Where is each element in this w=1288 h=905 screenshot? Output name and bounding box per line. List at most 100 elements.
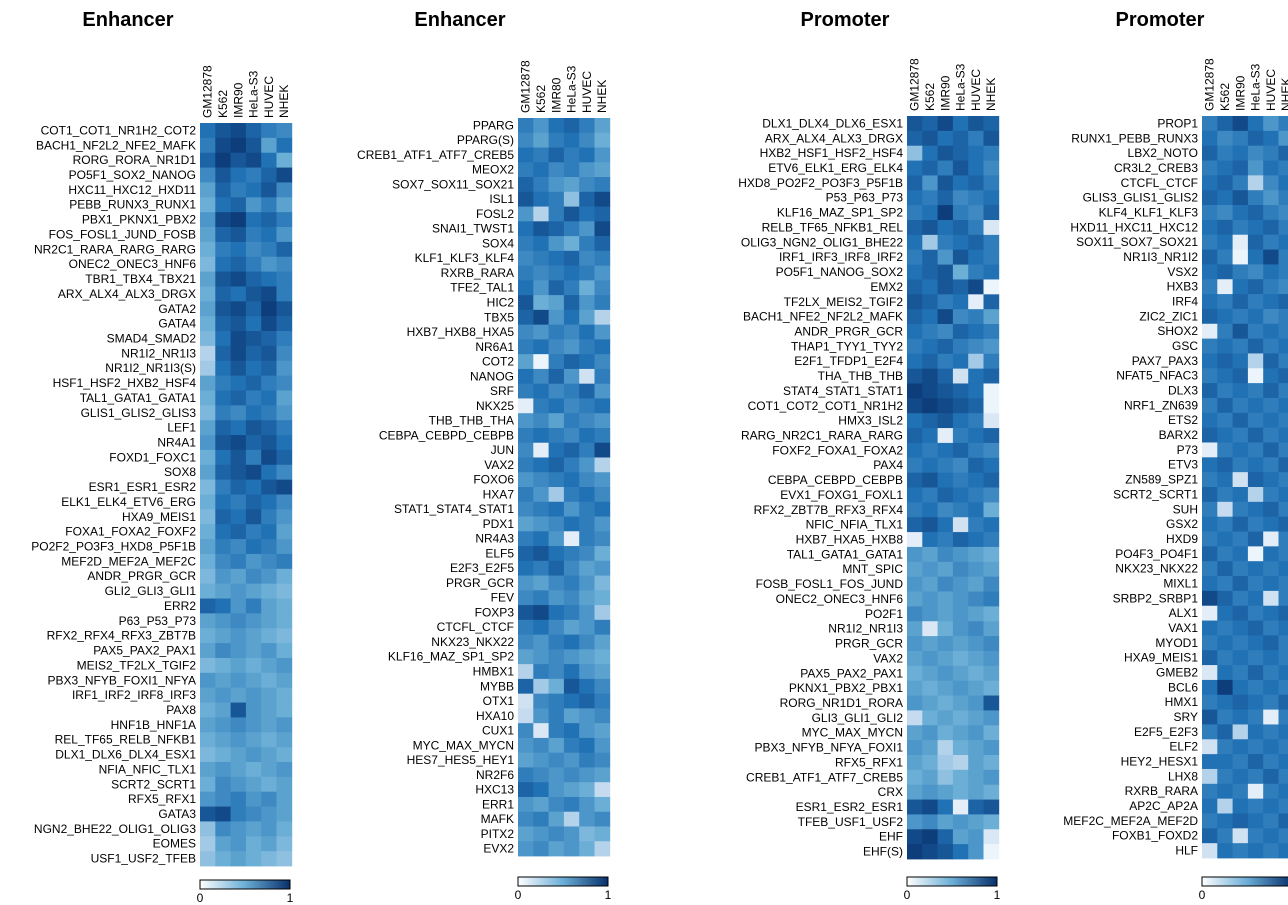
heatmap-cell: [1278, 294, 1288, 310]
heatmap-cell: [907, 487, 923, 503]
heatmap-cell: [922, 398, 938, 414]
heatmap-cell: [1232, 383, 1249, 399]
heatmap-cell: [983, 145, 1000, 161]
heatmap-cell: [1263, 294, 1279, 310]
row-label: SCRT2_SCRT1: [111, 777, 196, 791]
heatmap-cell: [907, 428, 923, 444]
row-label: HSF1_HSF2_HXB2_HSF4: [53, 376, 197, 390]
heatmap-cell: [579, 221, 595, 237]
heatmap-cell: [1247, 694, 1264, 710]
heatmap-cell: [261, 227, 277, 243]
heatmap-cell: [579, 649, 595, 665]
heatmap-cell: [1278, 323, 1288, 339]
heatmap-cell: [230, 494, 247, 510]
row-label: COT2: [482, 355, 514, 369]
heatmap-cell: [907, 650, 923, 667]
heatmap-cell: [1202, 754, 1218, 770]
heatmap-cell: [968, 725, 984, 741]
heatmap-cell: [983, 695, 1000, 711]
column-label: K562: [216, 90, 230, 118]
heatmap-cell: [1263, 205, 1279, 221]
heatmap-cell: [968, 205, 984, 221]
row-label: THB_THB_THA: [429, 414, 514, 428]
heatmap-cell: [937, 279, 954, 295]
heatmap-cell: [1217, 338, 1233, 354]
heatmap-cell: [533, 841, 549, 857]
row-label: COT1_COT1_NR1H2_COT2: [41, 123, 197, 137]
heatmap-cell: [1247, 368, 1264, 384]
heatmap-cell: [907, 546, 923, 563]
heatmap-cell: [968, 799, 984, 815]
heatmap-cell: [200, 761, 216, 778]
heatmap-cell: [937, 383, 954, 399]
heatmap-cell: [1202, 160, 1218, 176]
heatmap-cell: [579, 693, 595, 709]
heatmap-cell: [968, 324, 984, 340]
heatmap-cell: [907, 205, 923, 221]
row-label: IRF1_IRF2_IRF8_IRF3: [72, 688, 196, 702]
heatmap-cell: [215, 657, 231, 674]
heatmap-cell: [1263, 397, 1279, 414]
heatmap-cell: [1247, 160, 1264, 176]
heatmap-cell: [215, 479, 231, 495]
heatmap-cell: [563, 811, 580, 827]
heatmap-cell: [230, 761, 247, 778]
heatmap-cell: [1217, 694, 1233, 710]
heatmap-cell: [594, 708, 611, 724]
heatmap-cell: [518, 590, 534, 606]
heatmap-cell: [952, 740, 969, 756]
heatmap-cell: [952, 160, 969, 176]
heatmap-cell: [952, 576, 969, 592]
heatmap-cell: [1202, 620, 1218, 636]
heatmap-cell: [1263, 130, 1279, 147]
heatmap-cell: [907, 279, 923, 295]
heatmap-cell: [230, 657, 247, 674]
heatmap-cell: [518, 693, 534, 709]
heatmap-cell: [1232, 457, 1249, 473]
heatmap-cell: [533, 206, 549, 222]
row-label: PO5F1_NANOG_SOX2: [776, 265, 904, 279]
heatmap-cell: [968, 398, 984, 414]
heatmap-cell: [907, 413, 923, 429]
heatmap-cell: [548, 368, 565, 385]
heatmap-cell: [563, 177, 580, 193]
heatmap-cell: [563, 501, 580, 517]
heatmap-cell: [215, 568, 231, 585]
heatmap-cell: [276, 761, 293, 778]
heatmap-cell: [1263, 724, 1279, 740]
row-label: SRF: [490, 384, 514, 398]
heatmap-cell: [563, 841, 580, 857]
heatmap-cell: [215, 583, 231, 599]
heatmap-cell: [579, 354, 595, 370]
heatmap-cell: [922, 546, 938, 563]
heatmap-cell: [548, 265, 565, 281]
heatmap-cell: [1247, 590, 1264, 607]
heatmap-cell: [245, 435, 262, 451]
heatmap-cell: [937, 784, 954, 800]
heatmap-cell: [245, 197, 262, 213]
heatmap-cell: [937, 710, 954, 726]
heatmap-cell: [200, 509, 216, 525]
heatmap-cell: [1217, 709, 1233, 725]
heatmap-cell: [579, 413, 595, 429]
heatmap-cell: [245, 702, 262, 718]
heatmap-cell: [1217, 205, 1233, 221]
heatmap-cell: [215, 390, 231, 406]
heatmap-cell: [594, 575, 611, 591]
heatmap-cell: [563, 324, 580, 340]
heatmap-cell: [200, 390, 216, 406]
heatmap-cell: [922, 160, 938, 176]
heatmap-cell: [261, 137, 277, 154]
heatmap-cell: [533, 767, 549, 783]
heatmap-cell: [1247, 397, 1264, 414]
heatmap-cell: [983, 665, 1000, 682]
heatmap-cell: [1232, 308, 1249, 325]
heatmap-cell: [261, 643, 277, 659]
heatmap-cell: [1247, 783, 1264, 800]
heatmap-cell: [1247, 338, 1264, 354]
heatmap-cell: [922, 799, 938, 815]
heatmap-cell: [579, 605, 595, 621]
heatmap-cell: [1202, 813, 1218, 829]
heatmap-cell: [245, 628, 262, 644]
